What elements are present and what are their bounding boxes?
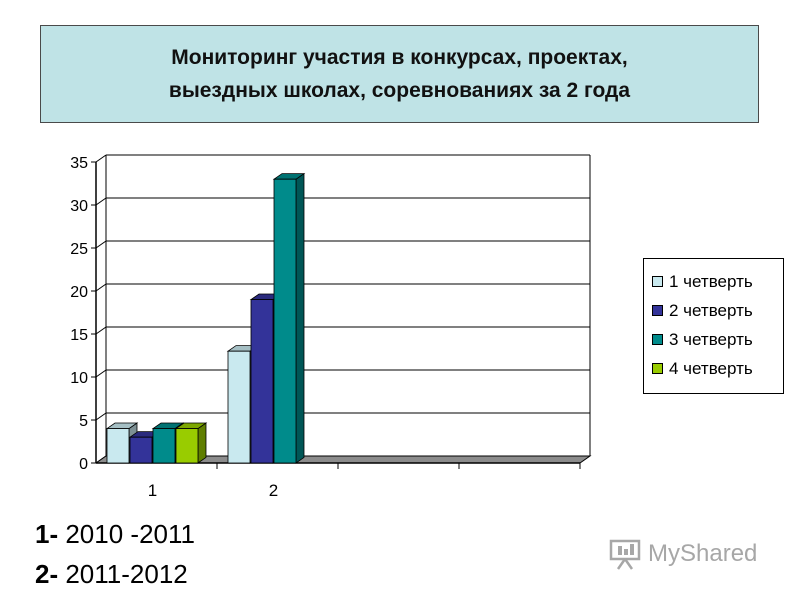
note-1: 1- 2010 -2011 bbox=[35, 514, 195, 554]
x-tick-label-1: 1 bbox=[148, 481, 157, 500]
chart-tick-labels: 0 5 10 15 20 25 30 35 1 2 bbox=[70, 155, 278, 500]
x-tick-label-2: 2 bbox=[269, 481, 278, 500]
note-1-number: 1- bbox=[35, 519, 59, 549]
y-tick-label-30: 30 bbox=[70, 198, 88, 215]
legend-item-q2: 2 четверть bbox=[652, 296, 783, 325]
watermark: MyShared bbox=[608, 538, 757, 570]
bar-front bbox=[250, 299, 274, 464]
bar-front bbox=[227, 350, 251, 464]
bar-3-cat-2 bbox=[272, 172, 306, 464]
note-2-text: 2011-2012 bbox=[58, 559, 188, 589]
legend-label-q2: 2 четверть bbox=[669, 300, 753, 320]
bar-4-cat-1 bbox=[174, 422, 208, 464]
gridline-depth-20 bbox=[95, 283, 107, 292]
presentation-board-icon bbox=[609, 539, 641, 570]
note-1-text: 2010 -2011 bbox=[58, 519, 195, 549]
title-line-1: Мониторинг участия в конкурсах, проектах… bbox=[171, 46, 628, 69]
title-box: Мониторинг участия в конкурсах, проектах… bbox=[40, 25, 759, 123]
legend-swatch-q2 bbox=[652, 305, 663, 316]
y-tick-label-15: 15 bbox=[70, 327, 88, 344]
y-tick-label-20: 20 bbox=[70, 284, 88, 301]
legend-swatch-q1 bbox=[652, 276, 663, 287]
category-notes: 1- 2010 -2011 2- 2011-2012 bbox=[35, 514, 195, 594]
legend-label-q3: 3 четверть bbox=[669, 329, 753, 349]
y-tick-label-35: 35 bbox=[70, 155, 88, 172]
bar-front bbox=[175, 428, 199, 464]
legend-item-q4: 4 четверть bbox=[652, 354, 783, 383]
gridline-depth-10 bbox=[95, 369, 107, 378]
note-2-number: 2- bbox=[35, 559, 59, 589]
legend-swatch-q3 bbox=[652, 334, 663, 345]
chart-legend: 1 четверть 2 четверть 3 четверть 4 четве… bbox=[643, 258, 784, 394]
y-tick-label-25: 25 bbox=[70, 241, 88, 258]
legend-swatch-q4 bbox=[652, 363, 663, 374]
gridline-depth-25 bbox=[95, 240, 107, 249]
gridline-depth-35 bbox=[95, 154, 107, 163]
bar-front bbox=[152, 428, 176, 464]
legend-item-q1: 1 четверть bbox=[652, 267, 783, 296]
chart-axes bbox=[91, 155, 592, 469]
legend-label-q4: 4 четверть bbox=[669, 358, 753, 378]
chart-bars bbox=[105, 172, 306, 464]
bar-1-cat-1 bbox=[105, 422, 139, 464]
y-tick-label-5: 5 bbox=[79, 413, 88, 430]
legend-item-q3: 3 четверть bbox=[652, 325, 783, 354]
bar-front bbox=[106, 428, 130, 464]
bar-side bbox=[197, 422, 207, 464]
bar-front bbox=[129, 436, 153, 464]
y-tick-label-10: 10 bbox=[70, 370, 88, 387]
bar-side bbox=[295, 172, 305, 464]
gridline-depth-30 bbox=[95, 197, 107, 206]
bar-front bbox=[273, 178, 297, 464]
legend-label-q1: 1 четверть bbox=[669, 271, 753, 291]
gridline-depth-5 bbox=[95, 412, 107, 421]
chart-grid bbox=[95, 154, 591, 464]
y-tick-label-0: 0 bbox=[79, 456, 88, 473]
note-2: 2- 2011-2012 bbox=[35, 554, 195, 594]
gridline-depth-15 bbox=[95, 326, 107, 335]
title-line-2: выездных школах, соревнованиях за 2 года bbox=[168, 79, 631, 102]
chart-title: Мониторинг участия в конкурсах, проектах… bbox=[169, 41, 630, 107]
watermark-text: MyShared bbox=[648, 540, 758, 567]
